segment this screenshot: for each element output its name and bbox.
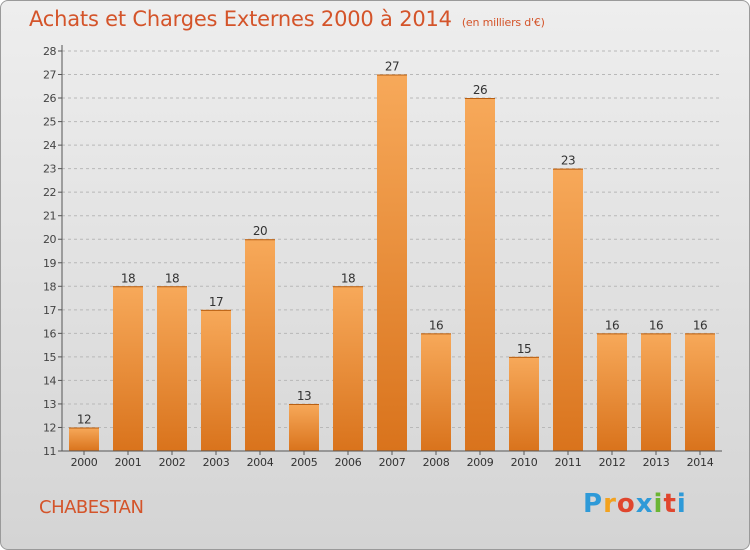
bar <box>685 333 715 451</box>
bar <box>289 403 319 451</box>
chart-title: Achats et Charges Externes 2000 à 2014 (e… <box>29 7 545 31</box>
logo-letter: i <box>676 489 687 519</box>
x-tick-label: 2003 <box>203 456 230 469</box>
data-label: 16 <box>649 318 663 332</box>
bar <box>377 74 407 451</box>
x-tick-label: 2008 <box>423 456 450 469</box>
x-tick-label: 2000 <box>71 456 98 469</box>
x-tick-label: 2007 <box>379 456 406 469</box>
data-label: 23 <box>561 154 575 168</box>
x-tick-label: 2005 <box>291 456 318 469</box>
x-tick-label: 2002 <box>159 456 186 469</box>
bar <box>201 309 231 451</box>
y-tick-label: 17 <box>43 304 56 317</box>
y-tick-label: 22 <box>43 186 56 199</box>
logo-letter: i <box>653 489 664 519</box>
chart-unit-label: (en milliers d'€) <box>461 16 545 29</box>
data-label: 13 <box>297 389 311 403</box>
chart-title-text: Achats et Charges Externes 2000 à 2014 <box>29 7 452 31</box>
y-tick-label: 14 <box>43 374 56 387</box>
bar <box>597 333 627 451</box>
bar <box>553 168 583 451</box>
x-tick-label: 2004 <box>247 456 274 469</box>
logo-letter: t <box>663 489 677 519</box>
bar <box>641 333 671 451</box>
bars <box>69 74 715 451</box>
x-tick-label: 2011 <box>555 456 582 469</box>
y-tick-label: 18 <box>43 280 56 293</box>
data-label: 17 <box>209 295 223 309</box>
proxiti-logo: Proxiti <box>583 489 687 519</box>
y-tick-label: 16 <box>43 327 56 340</box>
data-label: 18 <box>165 271 179 285</box>
bar <box>157 286 187 451</box>
labels: 11 12 13 14 15 16 17 18 19 20 21 22 23 24 25 26 27 28 12 20… <box>43 45 714 469</box>
data-label: 16 <box>429 318 443 332</box>
y-tick-label: 19 <box>43 257 56 270</box>
bar <box>69 427 99 451</box>
bar <box>509 356 539 451</box>
data-label: 16 <box>693 318 707 332</box>
data-label: 26 <box>473 83 487 97</box>
y-tick-label: 26 <box>43 92 56 105</box>
data-label: 18 <box>341 271 355 285</box>
x-tick-label: 2012 <box>599 456 626 469</box>
bar <box>113 286 143 451</box>
data-label: 18 <box>121 271 135 285</box>
x-tick-label: 2006 <box>335 456 362 469</box>
data-label: 16 <box>605 318 619 332</box>
data-label: 27 <box>385 60 399 74</box>
x-tick-label: 2001 <box>115 456 142 469</box>
axes <box>58 45 722 455</box>
x-tick-label: 2013 <box>643 456 670 469</box>
y-tick-label: 13 <box>43 398 56 411</box>
bar <box>333 286 363 451</box>
x-tick-label: 2014 <box>687 456 714 469</box>
logo-letter: r <box>603 489 617 519</box>
y-tick-label: 20 <box>43 233 56 246</box>
y-tick-label: 27 <box>43 69 56 82</box>
y-tick-label: 25 <box>43 116 56 129</box>
y-tick-label: 24 <box>43 139 56 152</box>
logo-letter: o <box>616 489 636 519</box>
y-tick-label: 15 <box>43 351 56 364</box>
data-label: 15 <box>517 342 531 356</box>
bar <box>421 333 451 451</box>
data-label: 20 <box>253 224 267 238</box>
x-tick-label: 2010 <box>511 456 538 469</box>
x-tick-label: 2009 <box>467 456 494 469</box>
y-tick-label: 12 <box>43 421 56 434</box>
y-tick-label: 11 <box>43 445 56 458</box>
y-tick-label: 21 <box>43 210 56 223</box>
bar <box>465 98 495 451</box>
logo-letter: x <box>635 489 654 519</box>
commune-name: CHABESTAN <box>39 497 144 518</box>
logo-letter: P <box>583 489 604 519</box>
y-tick-label: 23 <box>43 163 56 176</box>
bar <box>245 239 275 451</box>
y-tick-label: 28 <box>43 45 56 58</box>
data-label: 12 <box>77 412 91 426</box>
